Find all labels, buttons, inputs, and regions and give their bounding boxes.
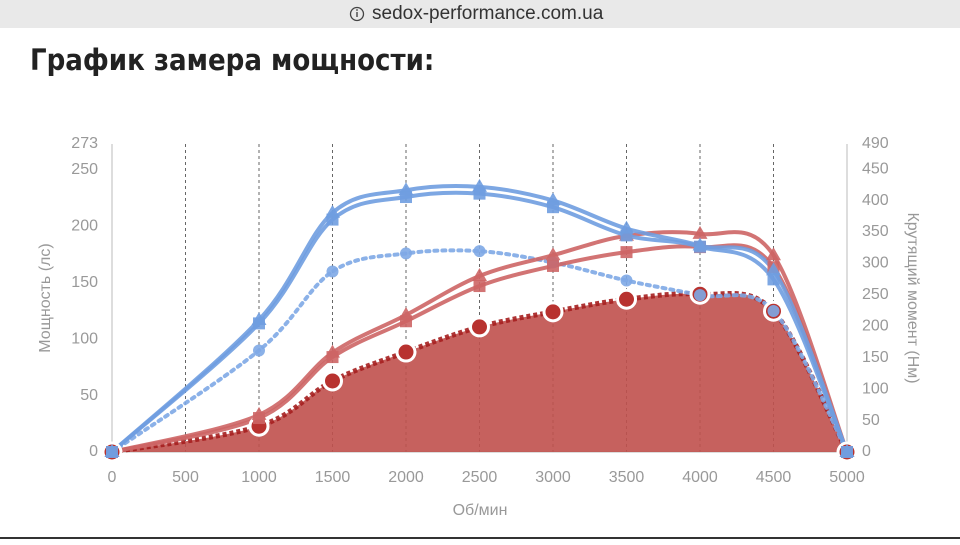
y-tick-label: 50: [80, 387, 98, 404]
info-icon-dot: [356, 9, 358, 11]
marker-triangle: [472, 178, 487, 192]
marker-circle: [694, 289, 706, 302]
marker-triangle: [619, 220, 634, 234]
y2-tick-label: 490: [862, 135, 889, 152]
marker-triangle: [692, 237, 708, 251]
marker-circle: [400, 247, 412, 260]
marker-square: [767, 273, 780, 286]
marker-circle: [620, 274, 633, 287]
address-bar[interactable]: [0, 0, 960, 28]
page-title: График замера мощности:: [30, 43, 434, 77]
area: [112, 293, 847, 452]
y-tick-label: 273: [71, 135, 98, 152]
y2-tick-label: 50: [862, 412, 880, 429]
marker-triangle: [766, 262, 781, 276]
x-tick-label: 2000: [388, 469, 424, 486]
x-tick-label: 4000: [682, 469, 718, 486]
y-tick-label: 100: [71, 330, 98, 347]
marker-square: [547, 259, 559, 272]
marker-triangle: [251, 406, 267, 420]
y2-tick-label: 250: [862, 286, 889, 303]
marker-circle: [326, 265, 339, 278]
y2-tick-label: 300: [862, 255, 889, 272]
x-axis-title: Об/мин: [453, 502, 508, 519]
marker-square: [473, 280, 486, 293]
marker-circle: [767, 304, 780, 317]
info-icon[interactable]: [349, 6, 365, 22]
y-tick-label: 0: [89, 443, 98, 460]
marker-circle: [542, 301, 564, 323]
y2-tick-label: 200: [862, 318, 889, 335]
y2-tick-label: 350: [862, 223, 889, 240]
marker-triangle: [325, 204, 340, 218]
marker-triangle: [104, 444, 120, 457]
marker-triangle: [251, 312, 267, 325]
marker-circle: [395, 341, 417, 363]
line: [110, 190, 849, 454]
y-tick-label: 150: [71, 274, 98, 291]
marker-circle: [322, 370, 343, 392]
marker-circle: [469, 316, 490, 338]
x-tick-label: 0: [108, 469, 117, 486]
line: [111, 243, 849, 454]
y-tick-label: 250: [71, 161, 98, 178]
marker-triangle: [472, 268, 487, 281]
info-icon-bar: [356, 12, 358, 17]
line: [111, 230, 849, 454]
x-tick-label: 1500: [315, 469, 351, 486]
y2-tick-label: 0: [862, 443, 871, 460]
y2-axis-title: Крутящий момент (Нм): [904, 212, 921, 383]
x-tick-label: 5000: [829, 469, 865, 486]
marker-circle: [616, 288, 637, 310]
url[interactable]: sedox-performance.com.ua: [372, 3, 604, 24]
marker-circle: [253, 344, 265, 357]
marker-triangle: [766, 247, 781, 261]
line: [110, 184, 849, 454]
x-tick-label: 1000: [241, 469, 277, 486]
marker-triangle: [398, 306, 414, 320]
x-tick-label: 3000: [535, 469, 571, 486]
x-tick-label: 3500: [609, 469, 645, 486]
y2-tick-label: 450: [862, 160, 889, 177]
marker-triangle: [398, 182, 414, 196]
marker-triangle: [545, 192, 561, 206]
x-tick-label: 4500: [756, 469, 792, 486]
x-tick-label: 500: [172, 469, 199, 486]
marker-triangle: [545, 247, 561, 261]
marker-triangle: [325, 344, 340, 358]
line: [110, 248, 849, 454]
y2-tick-label: 400: [862, 192, 889, 209]
y2-tick-label: 150: [862, 349, 889, 366]
y-axis-title: Мощность (лс): [37, 243, 54, 352]
marker-triangle: [839, 444, 855, 457]
y2-tick-label: 100: [862, 380, 889, 397]
marker-triangle: [692, 225, 708, 239]
marker-square: [620, 246, 633, 259]
marker-circle: [473, 245, 486, 258]
x-tick-label: 2500: [462, 469, 498, 486]
y-tick-label: 200: [71, 218, 98, 235]
